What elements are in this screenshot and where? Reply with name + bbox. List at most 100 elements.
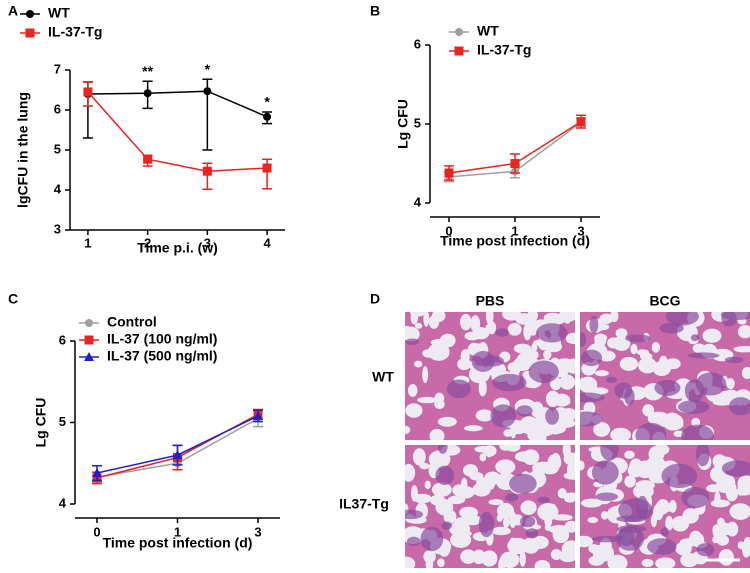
alveolus [726, 378, 735, 390]
alveolus [610, 427, 631, 440]
alveolus [593, 422, 611, 437]
legend-label: Control [107, 314, 157, 330]
alveolus [470, 315, 481, 333]
column-label: PBS [476, 293, 505, 309]
alveolus [662, 413, 684, 431]
alveolus [548, 525, 569, 534]
y-tick-label: 4 [59, 495, 67, 510]
alveolus [507, 361, 523, 373]
dense-tissue [580, 349, 603, 367]
alveolus [638, 357, 657, 374]
dense-tissue [528, 360, 559, 384]
alveolus [642, 461, 664, 474]
dense-tissue [591, 535, 623, 543]
alveolus [580, 498, 603, 508]
alveolus [464, 425, 483, 432]
alveolus [496, 514, 503, 522]
dense-tissue [405, 509, 424, 520]
alveolus [450, 531, 472, 548]
alveolus [425, 555, 434, 568]
alveolus [594, 333, 607, 348]
dense-tissue [635, 422, 667, 440]
dense-tissue [681, 424, 714, 440]
alveolus [527, 312, 539, 322]
alveolus [509, 511, 517, 529]
alveolus [736, 488, 750, 496]
x-tick-label: 0 [445, 223, 452, 238]
x-axis-label: Time post infection (d) [440, 233, 590, 249]
alveolus [545, 390, 560, 408]
alveolus [422, 348, 436, 358]
alveolus [668, 499, 677, 513]
alveolus [460, 313, 472, 331]
alveolus [499, 445, 512, 451]
alveolus [607, 554, 628, 568]
alveolus [523, 323, 532, 341]
alveolus [513, 343, 532, 354]
alveolus [488, 499, 504, 506]
dense-tissue [661, 463, 698, 489]
series-line [87, 90, 268, 118]
dense-tissue [536, 323, 568, 343]
dense-tissue [654, 379, 681, 396]
dense-tissue [437, 445, 448, 454]
legend-label: WT [477, 23, 499, 39]
alveolus [460, 349, 470, 363]
alveolus [481, 550, 498, 567]
legend-label: IL-37 (100 ng/ml) [107, 331, 217, 347]
x-tick-label: 0 [93, 524, 100, 539]
dense-tissue [495, 328, 510, 337]
alveolus [552, 514, 573, 521]
tissue-image [405, 445, 575, 568]
alveolus [447, 495, 466, 505]
significance: * [264, 94, 270, 110]
alveolus [437, 416, 457, 427]
panel-letter: B [370, 3, 380, 19]
alveolus [615, 328, 628, 339]
alveolus [502, 312, 522, 321]
x-tick-label: 4 [263, 235, 271, 250]
x-tick-label: 1 [174, 524, 181, 539]
alveolus [714, 491, 721, 507]
alveolus [653, 445, 670, 455]
legend-marker [454, 46, 464, 56]
alveolus [413, 360, 423, 368]
alveolus [702, 328, 722, 343]
alveolus [594, 370, 609, 377]
legend-label: WT [48, 5, 70, 21]
chart: 3 4 5 6 7 1 2 3 4 Time p.i. (w) lgCFU in the lung W… [15, 5, 285, 256]
dense-tissue [721, 460, 750, 477]
alveolus [659, 355, 668, 368]
alveolus [491, 526, 511, 536]
dense-tissue [625, 334, 651, 343]
alveolus [414, 322, 423, 329]
y-tick-label: 6 [59, 332, 66, 347]
y-tick-label: 7 [54, 61, 61, 76]
alveolus [655, 557, 676, 568]
alveolus [405, 425, 411, 435]
alveolus [453, 517, 470, 533]
legend-marker [455, 28, 463, 36]
data-point [263, 112, 272, 121]
dense-tissue [600, 445, 619, 461]
alveolus [428, 450, 451, 469]
dense-tissue [695, 445, 710, 467]
x-tick-label: 3 [254, 524, 261, 539]
alveolus [527, 428, 545, 440]
alveolus [405, 556, 416, 568]
alveolus [563, 452, 575, 466]
alveolus [410, 312, 419, 325]
alveolus [503, 429, 513, 437]
dense-tissue [606, 376, 617, 384]
alveolus [692, 343, 706, 354]
alveolus [520, 500, 537, 515]
alveolus [429, 494, 446, 506]
legend-marker [25, 28, 35, 38]
alveolus [508, 537, 517, 555]
row-label: WT [372, 369, 394, 385]
dense-tissue [446, 379, 471, 399]
alveolus [476, 477, 490, 487]
